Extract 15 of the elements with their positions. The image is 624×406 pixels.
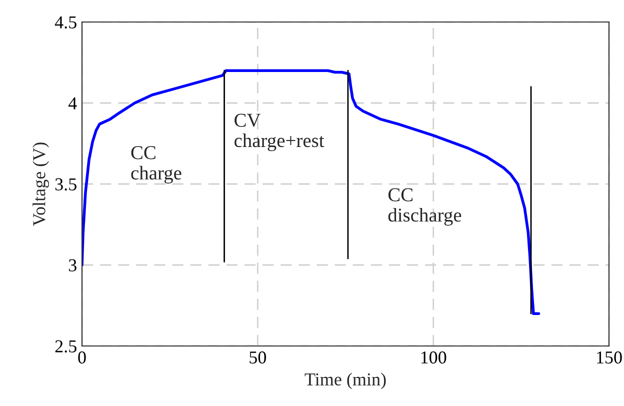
x-tick-label: 100	[421, 351, 446, 364]
annotation: CC charge	[131, 146, 182, 184]
y-tick-label: 3.5	[55, 178, 76, 191]
y-tick-label: 2.5	[55, 340, 76, 353]
annotation: CC discharge	[388, 188, 462, 226]
y-tick-label: 4	[68, 97, 77, 110]
line-series	[82, 69, 540, 315]
annotation: CV charge+rest	[234, 114, 324, 152]
y-axis-title: Voltage (V)	[32, 142, 50, 226]
x-tick-label: 150	[597, 351, 622, 364]
x-axis-title: Time (min)	[304, 372, 386, 390]
x-tick-label: 50	[250, 351, 266, 364]
y-tick-label: 4.5	[54, 16, 76, 29]
y-tick-label: 3	[68, 259, 76, 272]
x-tick-label: 0	[78, 351, 86, 364]
